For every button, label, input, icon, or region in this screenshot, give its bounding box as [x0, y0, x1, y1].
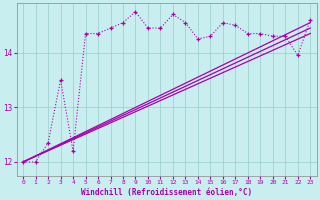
X-axis label: Windchill (Refroidissement éolien,°C): Windchill (Refroidissement éolien,°C)	[81, 188, 252, 197]
